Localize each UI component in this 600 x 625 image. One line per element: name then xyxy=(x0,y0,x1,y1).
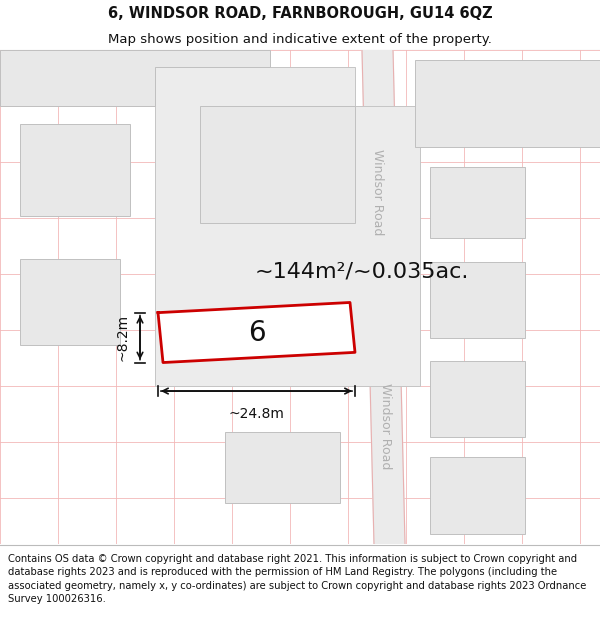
Bar xyxy=(430,458,525,534)
Polygon shape xyxy=(158,302,355,362)
Bar xyxy=(225,432,340,503)
Text: ~144m²/~0.035ac.: ~144m²/~0.035ac. xyxy=(255,262,469,282)
Bar xyxy=(430,167,525,238)
Bar xyxy=(20,259,120,345)
Bar xyxy=(20,124,130,216)
Polygon shape xyxy=(362,50,405,544)
Bar xyxy=(430,361,525,437)
Text: Contains OS data © Crown copyright and database right 2021. This information is : Contains OS data © Crown copyright and d… xyxy=(8,554,586,604)
Text: 6, WINDSOR ROAD, FARNBOROUGH, GU14 6QZ: 6, WINDSOR ROAD, FARNBOROUGH, GU14 6QZ xyxy=(107,6,493,21)
Bar xyxy=(415,60,600,147)
Text: ~8.2m: ~8.2m xyxy=(116,314,130,361)
Bar xyxy=(430,262,525,338)
Polygon shape xyxy=(155,68,420,386)
Polygon shape xyxy=(0,50,270,106)
Text: Map shows position and indicative extent of the property.: Map shows position and indicative extent… xyxy=(108,32,492,46)
Text: Windsor Road: Windsor Road xyxy=(379,384,392,470)
Text: Windsor Road: Windsor Road xyxy=(371,149,383,236)
Text: ~24.8m: ~24.8m xyxy=(229,408,284,421)
Bar xyxy=(200,106,355,223)
Text: 6: 6 xyxy=(248,319,265,346)
